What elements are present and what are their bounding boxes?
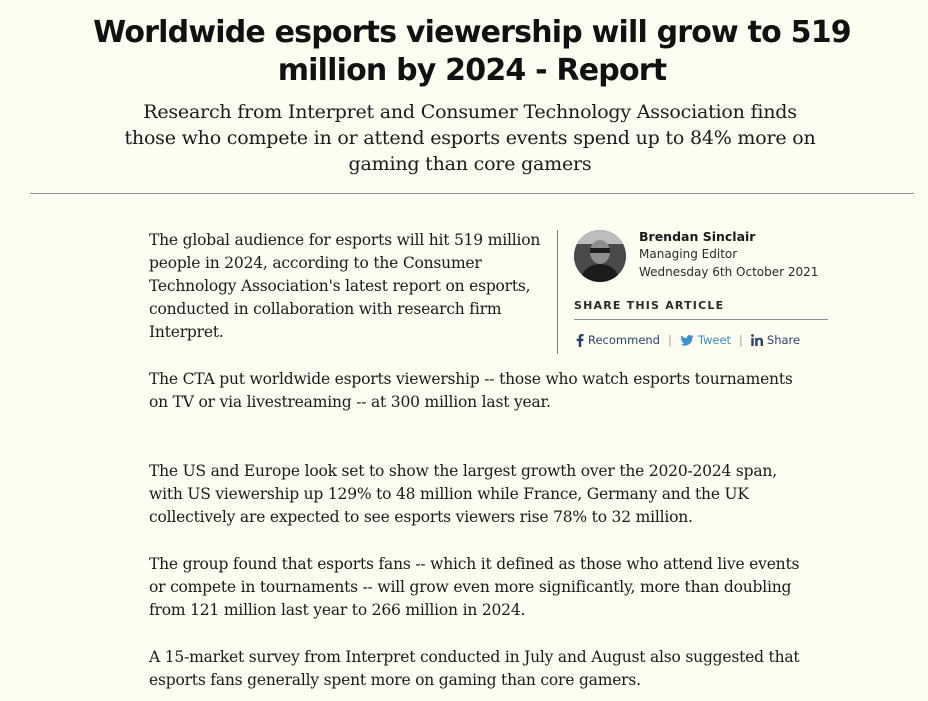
facebook-icon [576, 333, 584, 347]
recommend-label: Recommend [588, 333, 660, 347]
share-divider [574, 319, 828, 320]
linkedin-share-button[interactable]: Share [751, 333, 800, 347]
tweet-label: Tweet [697, 333, 732, 347]
share-separator: | [739, 333, 743, 347]
share-heading: SHARE THIS ARTICLE [574, 299, 725, 312]
facebook-recommend-button[interactable]: Recommend [576, 333, 660, 347]
share-separator: | [667, 333, 672, 347]
linkedin-icon [751, 334, 763, 346]
paragraph-2: The CTA put worldwide esports viewership… [149, 370, 793, 411]
twitter-icon [680, 334, 694, 346]
share-label: Share [766, 333, 801, 347]
paragraph-1: The global audience for esports will hit… [149, 231, 541, 341]
article-dek: Research from Interpret and Consumer Tec… [124, 101, 816, 175]
paragraph-5: A 15-market survey from Interpret conduc… [149, 648, 800, 689]
twitter-tweet-button[interactable]: Tweet [680, 333, 731, 347]
author-role: Managing Editor [639, 247, 738, 261]
share-buttons: Recommend | Tweet | Share [576, 333, 800, 347]
author-name[interactable]: Brendan Sinclair [639, 229, 756, 244]
header-divider [30, 193, 914, 194]
paragraph-3: The US and Europe look set to show the l… [149, 462, 777, 526]
publish-date: Wednesday 6th October 2021 [639, 265, 819, 279]
article-headline: Worldwide esports viewership will grow t… [93, 15, 852, 88]
author-avatar[interactable] [574, 230, 626, 282]
paragraph-4: The group found that esports fans -- whi… [149, 555, 800, 619]
byline-box: Brendan Sinclair Managing Editor Wednesd… [557, 229, 830, 354]
